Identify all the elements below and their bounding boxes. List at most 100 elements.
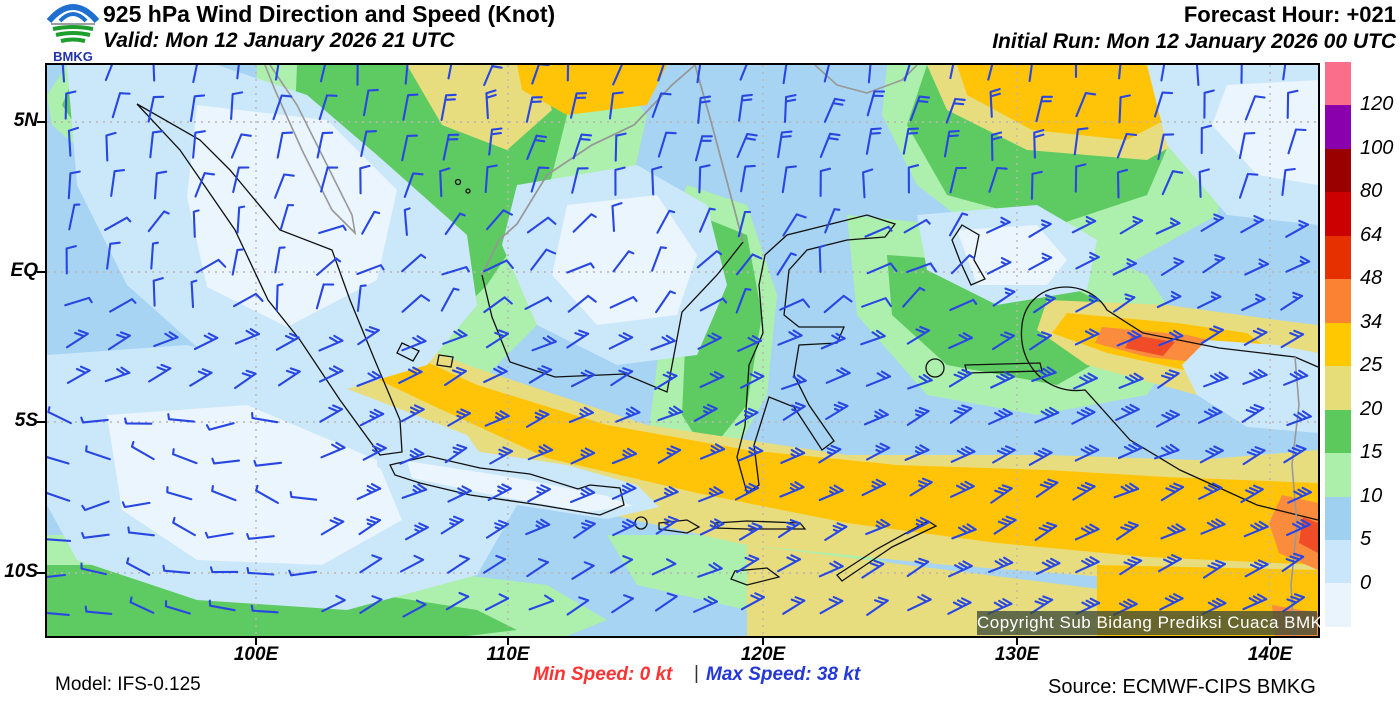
- wind-barb: [781, 374, 807, 390]
- colorbar-label-64: 64: [1360, 223, 1383, 246]
- wind-barb: [566, 65, 570, 82]
- wind-barb: [528, 365, 553, 384]
- wind-barb: [861, 559, 885, 579]
- wind-barb: [783, 94, 797, 123]
- wind-barb: [530, 248, 557, 271]
- wind-barb: [987, 65, 994, 81]
- wind-barb: [194, 172, 216, 198]
- wind-barb: [734, 407, 759, 426]
- wind-barb: [1035, 557, 1061, 575]
- bmkg-logo-label: BMKG: [53, 49, 93, 64]
- wind-barb: [1238, 132, 1256, 160]
- wind-barb: [657, 131, 677, 158]
- wind-barb: [192, 65, 198, 84]
- wind-barb: [736, 253, 763, 276]
- wind-barb: [573, 519, 596, 539]
- wind-barb: [279, 203, 295, 231]
- wind-barb: [1113, 598, 1138, 616]
- wind-barb: [824, 208, 841, 234]
- wind-barb: [1282, 65, 1287, 81]
- wind-map-canvas: [47, 65, 1318, 636]
- colorbar-cell-9: [1325, 453, 1351, 497]
- initial-run: Initial Run: Mon 12 January 2026 00 UTC: [992, 30, 1396, 53]
- x-axis-label-110e: 110E: [486, 644, 530, 665]
- wind-barb: [1283, 444, 1307, 464]
- x-axis-label-100e: 100E: [233, 644, 279, 665]
- colorbar-cell-1: [1325, 105, 1351, 149]
- wind-barb: [991, 331, 1016, 351]
- wind-barb: [566, 596, 590, 616]
- wind-barb: [777, 519, 801, 539]
- wind-barb: [65, 245, 77, 275]
- wind-barb: [524, 296, 553, 310]
- wind-barb: [444, 212, 466, 236]
- wind-barb: [1160, 257, 1185, 276]
- wind-barb: [1074, 163, 1087, 193]
- wind-barb: [1285, 519, 1311, 537]
- wind-barb: [404, 65, 409, 85]
- wind-barb: [208, 599, 236, 612]
- wind-barb: [612, 518, 637, 537]
- wind-barb: [531, 65, 550, 85]
- y-axis-label-5s: 5S: [14, 410, 38, 431]
- wind-barb: [736, 132, 758, 159]
- wind-barb: [951, 523, 977, 540]
- coastline: [136, 103, 403, 456]
- wind-barb: [823, 65, 830, 83]
- wind-barb: [1030, 170, 1043, 200]
- island-outline: [465, 188, 471, 194]
- wind-barb: [987, 598, 1013, 615]
- wind-barb: [903, 218, 931, 234]
- wind-barb: [192, 209, 200, 238]
- wind-barb: [608, 332, 634, 350]
- wind-barb: [866, 262, 898, 275]
- wind-barb: [990, 371, 1015, 389]
- colorbar-label-120: 120: [1360, 93, 1394, 116]
- wind-barb: [359, 554, 383, 574]
- colorbar-label-5: 5: [1360, 528, 1372, 551]
- wind-barb: [570, 369, 596, 388]
- wind-barb: [1281, 167, 1296, 197]
- wind-barb: [950, 254, 975, 275]
- wind-barb: [441, 266, 470, 276]
- wind-barb: [484, 593, 510, 611]
- wind-barb: [988, 556, 1014, 574]
- wind-barb: [990, 131, 1003, 162]
- wind-barb: [615, 406, 641, 423]
- wind-barb: [698, 164, 711, 194]
- colorbar-label-48: 48: [1360, 267, 1383, 290]
- wind-barb: [360, 130, 377, 158]
- wind-barb: [485, 519, 510, 539]
- wind-barb: [823, 97, 846, 123]
- wind-barb: [568, 406, 595, 424]
- wind-barb: [650, 334, 676, 351]
- wind-barb: [781, 165, 797, 194]
- wind-barb: [902, 286, 926, 308]
- wind-barb: [818, 560, 844, 578]
- wind-barb: [1113, 482, 1140, 499]
- wind-barb: [147, 95, 165, 123]
- wind-barb: [651, 246, 667, 272]
- wind-barb: [1240, 215, 1265, 234]
- x-axis-tick: [1016, 636, 1018, 645]
- wind-barb: [1030, 595, 1054, 615]
- wind-barb: [110, 169, 126, 197]
- colorbar-cell-0: [1325, 62, 1351, 106]
- wind-barb: [447, 408, 472, 427]
- wind-barb: [740, 592, 766, 611]
- wind-barb: [1242, 446, 1266, 466]
- wind-barb: [776, 252, 797, 276]
- wind-barb: [1075, 251, 1100, 270]
- wind-barb: [571, 167, 589, 194]
- wind-barb: [1159, 593, 1184, 611]
- wind-barb: [948, 212, 969, 237]
- wind-barb: [275, 332, 300, 351]
- wind-barb: [193, 332, 219, 351]
- wind-barb: [651, 165, 663, 196]
- wind-barb: [1119, 215, 1144, 235]
- wind-barb: [289, 490, 318, 501]
- wind-barb: [1201, 597, 1227, 615]
- wind-barb: [734, 482, 760, 501]
- wind-barb: [148, 363, 172, 383]
- x-axis-label-140e: 140E: [1247, 644, 1293, 665]
